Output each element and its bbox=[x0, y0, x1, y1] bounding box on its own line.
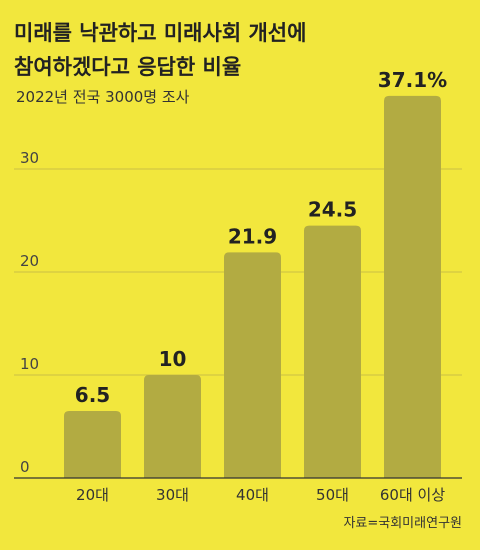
x-tick-label: 50대 bbox=[316, 486, 349, 504]
data-labels: 6.5 10 21.9 24.5 37.1% bbox=[75, 68, 447, 407]
y-tick-label: 10 bbox=[20, 355, 39, 373]
bar-2 bbox=[144, 375, 201, 478]
x-tick-label: 30대 bbox=[156, 486, 189, 504]
x-tick-label: 40대 bbox=[236, 486, 269, 504]
data-label-3: 21.9 bbox=[228, 224, 277, 248]
bar-3 bbox=[224, 252, 281, 478]
y-tick-label: 30 bbox=[20, 149, 39, 167]
chart-title-line-2: 참여하겠다고 응답한 비율 bbox=[14, 55, 241, 79]
x-axis-ticks: 20대 30대 40대 50대 60대 이상 bbox=[76, 486, 445, 504]
x-tick-label: 60대 이상 bbox=[380, 486, 445, 504]
bar-5 bbox=[384, 95, 441, 479]
data-label-1: 6.5 bbox=[75, 383, 110, 407]
data-label-5: 37.1% bbox=[378, 68, 447, 92]
chart-title-line-1: 미래를 낙관하고 미래사회 개선에 bbox=[14, 21, 306, 45]
bars bbox=[64, 95, 441, 479]
chart-subtitle: 2022년 전국 3000명 조사 bbox=[16, 88, 190, 106]
y-tick-label: 0 bbox=[20, 458, 30, 476]
x-tick-label: 20대 bbox=[76, 486, 109, 504]
data-label-4: 24.5 bbox=[308, 198, 357, 222]
y-tick-label: 20 bbox=[20, 252, 39, 270]
bar-4 bbox=[304, 225, 361, 478]
data-label-2: 10 bbox=[159, 347, 187, 371]
bar-1 bbox=[64, 411, 121, 478]
source-note: 자료=국회미래연구원 bbox=[343, 516, 462, 531]
